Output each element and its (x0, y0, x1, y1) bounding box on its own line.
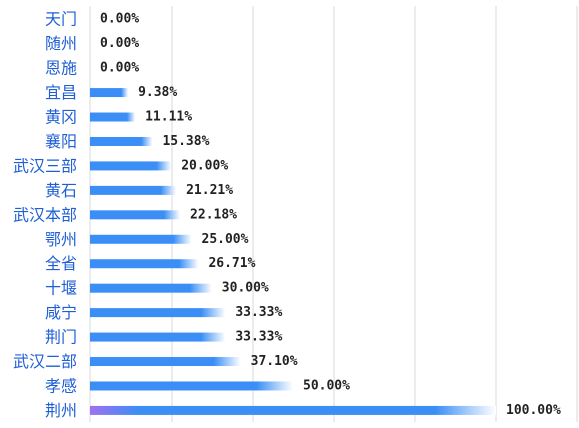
bar-5 (90, 136, 153, 146)
category-label-10: 全省 (45, 254, 77, 273)
bar-12 (90, 308, 226, 318)
value-label-2: 0.00% (100, 61, 139, 76)
value-label-15: 50.00% (303, 378, 350, 393)
bar-13 (90, 332, 226, 342)
category-label-6: 武汉三部 (13, 156, 77, 175)
category-label-1: 随州 (45, 34, 77, 53)
category-label-4: 黄冈 (45, 108, 77, 127)
category-label-0: 天门 (45, 10, 77, 29)
value-label-11: 30.00% (222, 281, 269, 296)
value-label-12: 33.33% (235, 305, 282, 320)
value-label-16: 100.00% (506, 403, 561, 418)
category-label-11: 十堰 (45, 279, 77, 298)
value-label-6: 20.00% (181, 158, 228, 173)
category-label-14: 武汉二部 (13, 352, 77, 371)
bars (90, 88, 496, 415)
value-label-5: 15.38% (162, 134, 209, 149)
value-label-8: 22.18% (190, 207, 237, 222)
value-label-4: 11.11% (145, 110, 192, 125)
category-label-9: 鄂州 (45, 230, 77, 249)
value-label-13: 33.33% (235, 330, 282, 345)
bar-10 (90, 259, 199, 269)
grid-lines (89, 6, 578, 422)
category-label-13: 荆门 (45, 328, 77, 347)
value-label-14: 37.10% (251, 354, 298, 369)
bar-14 (90, 357, 241, 367)
category-label-8: 武汉本部 (13, 205, 77, 224)
bar-16 (90, 405, 496, 415)
category-label-5: 襄阳 (45, 132, 77, 151)
category-label-15: 孝感 (45, 376, 77, 395)
value-label-1: 0.00% (100, 36, 139, 51)
value-label-7: 21.21% (186, 183, 233, 198)
bar-9 (90, 234, 192, 244)
value-labels: 0.00% 0.00% 0.00% 9.38% 11.11% 15.38% 20.00% 21… (100, 12, 561, 418)
value-label-0: 0.00% (100, 12, 139, 27)
category-label-7: 黄石 (45, 181, 77, 200)
value-label-9: 25.00% (202, 232, 249, 247)
bar-4 (90, 112, 136, 122)
bar-8 (90, 210, 181, 220)
category-label-3: 宜昌 (45, 83, 77, 102)
bar-6 (90, 161, 172, 171)
value-label-3: 9.38% (138, 85, 177, 100)
bar-11 (90, 283, 212, 293)
bar-3 (90, 88, 129, 98)
category-label-16: 荆州 (45, 401, 77, 420)
value-label-10: 26.71% (208, 256, 255, 271)
category-label-12: 咸宁 (45, 303, 77, 322)
category-label-2: 恩施 (45, 59, 77, 78)
bar-15 (90, 381, 293, 391)
bar-7 (90, 185, 177, 195)
